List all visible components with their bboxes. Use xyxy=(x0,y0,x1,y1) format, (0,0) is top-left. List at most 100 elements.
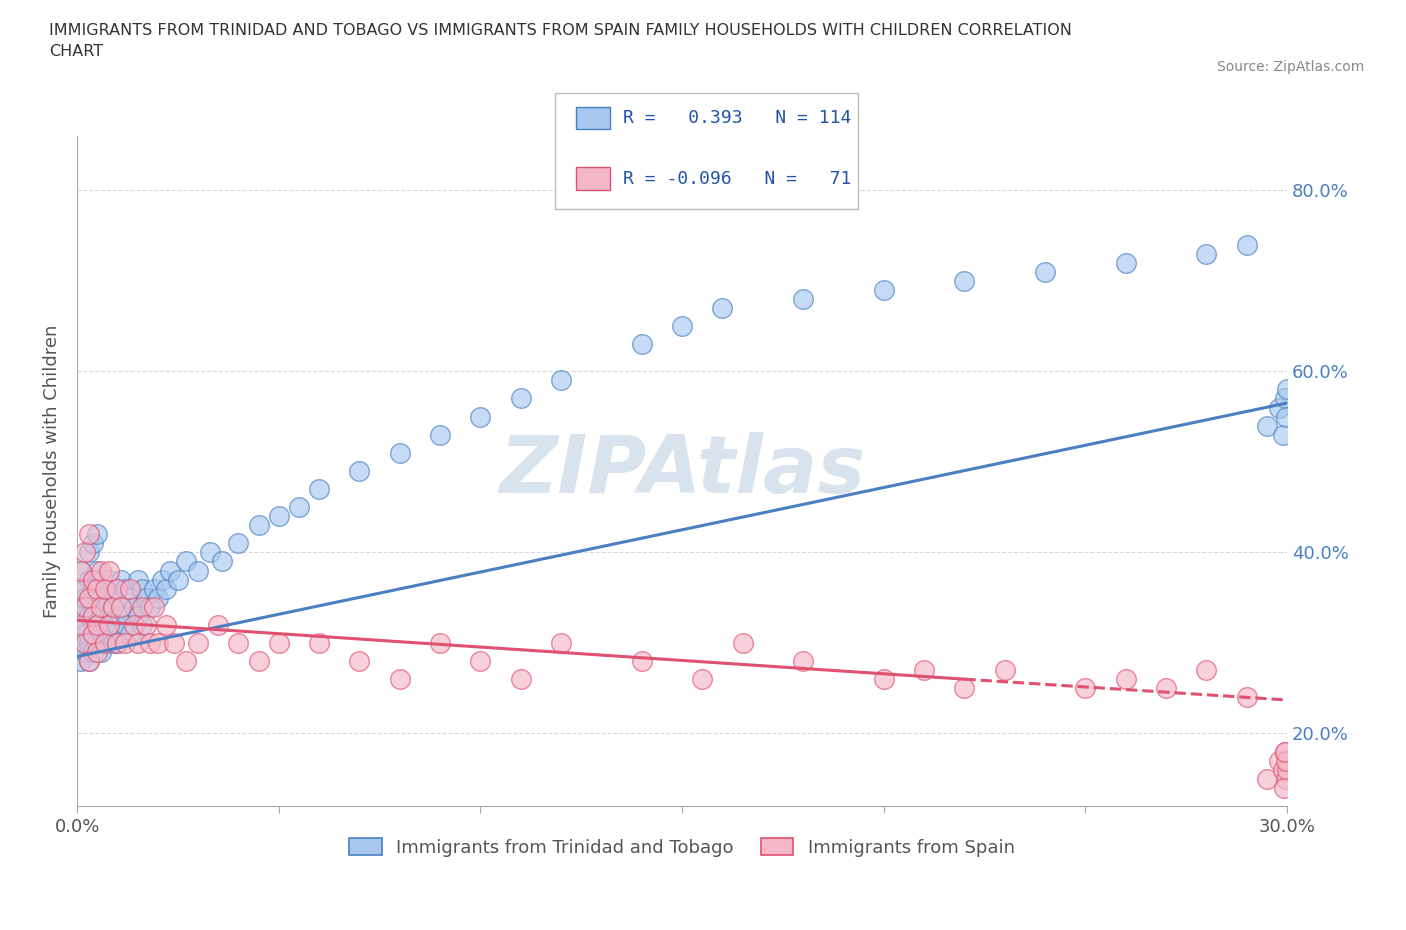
Text: ZIPAtlas: ZIPAtlas xyxy=(499,432,865,510)
Point xyxy=(1272,780,1295,795)
Point xyxy=(198,545,221,560)
Point xyxy=(86,618,108,632)
Point xyxy=(86,581,108,596)
Point xyxy=(138,635,160,650)
Point xyxy=(90,644,112,659)
Point xyxy=(953,273,976,288)
Point xyxy=(75,545,97,560)
Point xyxy=(142,599,165,614)
Point xyxy=(75,635,97,650)
Point xyxy=(131,618,153,632)
Point xyxy=(86,618,108,632)
Point xyxy=(75,627,97,642)
Point xyxy=(470,409,492,424)
Point xyxy=(82,572,104,587)
Point xyxy=(1274,391,1296,405)
Point xyxy=(118,581,141,596)
Point xyxy=(1275,771,1298,786)
Point xyxy=(94,581,117,596)
Point xyxy=(94,635,117,650)
Point xyxy=(187,563,209,578)
Text: R =   0.393   N = 114: R = 0.393 N = 114 xyxy=(623,109,851,127)
Point xyxy=(82,608,104,623)
Point xyxy=(94,635,117,650)
Point xyxy=(228,635,250,650)
Point xyxy=(349,654,371,669)
Point xyxy=(90,627,112,642)
Point xyxy=(550,373,572,388)
Point xyxy=(114,635,136,650)
Point xyxy=(86,635,108,650)
Point xyxy=(103,599,125,614)
Point xyxy=(107,635,129,650)
Point xyxy=(155,581,177,596)
Point xyxy=(122,618,145,632)
Point xyxy=(118,627,141,642)
Point xyxy=(135,591,157,605)
Point xyxy=(86,527,108,542)
Point xyxy=(77,635,100,650)
Point xyxy=(118,591,141,605)
Point xyxy=(150,572,173,587)
Point xyxy=(1074,681,1097,696)
Point xyxy=(114,581,136,596)
Point xyxy=(247,518,270,533)
Point xyxy=(429,427,451,442)
Point xyxy=(550,635,572,650)
Point xyxy=(1268,753,1291,768)
Point xyxy=(388,445,411,460)
Point xyxy=(912,663,935,678)
Point xyxy=(70,563,93,578)
Point xyxy=(75,644,97,659)
Point xyxy=(1275,409,1298,424)
Point xyxy=(792,291,814,306)
Point xyxy=(77,654,100,669)
Point xyxy=(82,627,104,642)
Point xyxy=(509,391,531,405)
Point xyxy=(1195,663,1218,678)
Point xyxy=(110,599,132,614)
Point xyxy=(98,572,121,587)
Point xyxy=(873,671,896,686)
Point xyxy=(159,563,181,578)
Point xyxy=(1272,763,1295,777)
Point xyxy=(873,283,896,298)
Point xyxy=(70,581,93,596)
Text: IMMIGRANTS FROM TRINIDAD AND TOBAGO VS IMMIGRANTS FROM SPAIN FAMILY HOUSEHOLDS W: IMMIGRANTS FROM TRINIDAD AND TOBAGO VS I… xyxy=(49,23,1073,60)
Point xyxy=(75,591,97,605)
Point xyxy=(792,654,814,669)
Point xyxy=(1275,382,1298,397)
Point xyxy=(1115,255,1137,270)
Legend: Immigrants from Trinidad and Tobago, Immigrants from Spain: Immigrants from Trinidad and Tobago, Imm… xyxy=(342,831,1022,864)
Point xyxy=(70,635,93,650)
Point xyxy=(1154,681,1177,696)
Point xyxy=(98,608,121,623)
Point xyxy=(163,635,186,650)
Point xyxy=(207,618,229,632)
Point xyxy=(82,627,104,642)
Point xyxy=(267,635,290,650)
Point xyxy=(77,572,100,587)
Point xyxy=(247,654,270,669)
Point xyxy=(1195,246,1218,261)
Point xyxy=(228,536,250,551)
Point xyxy=(308,482,330,497)
Point xyxy=(127,635,149,650)
Point xyxy=(429,635,451,650)
Point xyxy=(308,635,330,650)
Point xyxy=(267,509,290,524)
Point xyxy=(90,563,112,578)
Point xyxy=(127,572,149,587)
Point xyxy=(131,581,153,596)
Point xyxy=(388,671,411,686)
Point xyxy=(288,499,311,514)
Point xyxy=(86,563,108,578)
Point xyxy=(1033,264,1056,279)
Point xyxy=(1275,753,1298,768)
Point xyxy=(86,599,108,614)
Point xyxy=(77,591,100,605)
Point xyxy=(630,654,652,669)
Point xyxy=(107,581,129,596)
Point xyxy=(731,635,754,650)
Point xyxy=(122,599,145,614)
